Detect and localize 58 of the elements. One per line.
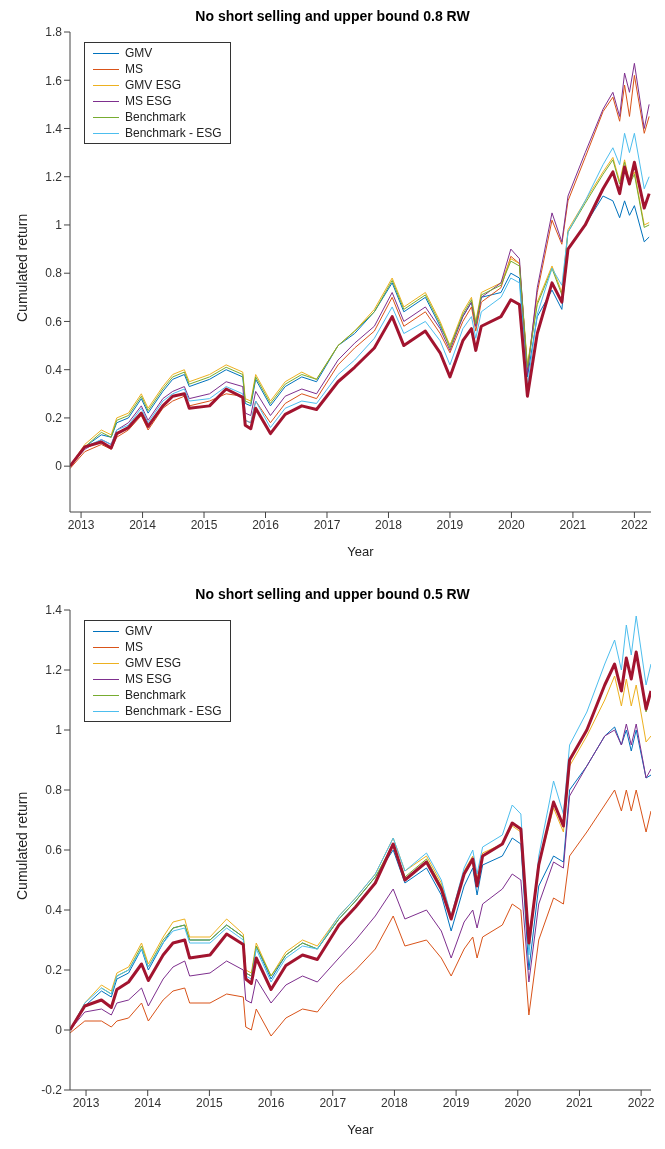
x-tick-label: 2020 — [504, 1095, 532, 1110]
legend-label: MS — [125, 62, 143, 76]
y-tick-label: 0.2 — [45, 963, 63, 978]
y-tick-label: 1 — [55, 723, 63, 738]
y-tick-label: 0.8 — [45, 266, 63, 281]
x-tick-label: 2013 — [72, 1095, 100, 1110]
x-tick-label: 2021 — [559, 517, 587, 532]
x-tick-label: 2015 — [196, 1095, 224, 1110]
y-tick-label: 0.6 — [45, 314, 63, 329]
y-axis-title: Cumulated return — [13, 213, 30, 322]
y-tick-label: 1.4 — [45, 121, 63, 136]
chart-title: No short selling and upper bound 0.5 RW — [194, 586, 471, 604]
y-tick-label: 1.6 — [45, 73, 63, 88]
x-tick-label: 2022 — [621, 517, 649, 532]
line-series — [70, 789, 651, 1037]
x-tick-label: 2014 — [129, 517, 157, 532]
x-tick-label: 2015 — [190, 517, 218, 532]
x-tick-label: 2017 — [319, 1095, 347, 1110]
y-tick-label: 0 — [55, 459, 63, 474]
y-axis-title: Cumulated return — [13, 791, 30, 900]
y-tick-label: 0.2 — [45, 411, 63, 426]
y-tick-label: 1.2 — [45, 169, 63, 184]
legend-label: GMV — [125, 46, 153, 60]
legend-label: Benchmark — [125, 688, 186, 702]
y-tick-label: -0.2 — [41, 1083, 63, 1098]
x-tick-label: 2017 — [313, 517, 341, 532]
x-tick-label: 2016 — [257, 1095, 285, 1110]
x-axis-title: Year — [347, 544, 375, 559]
y-tick-label: 1.4 — [45, 603, 63, 618]
x-tick-label: 2021 — [566, 1095, 594, 1110]
y-tick-label: 0.6 — [45, 843, 63, 858]
legend-label: MS — [125, 640, 143, 654]
y-tick-label: 0.4 — [45, 903, 63, 918]
legend-label: GMV — [125, 624, 153, 638]
x-tick-label: 2022 — [627, 1095, 655, 1110]
x-tick-label: 2018 — [375, 517, 403, 532]
legend-label: GMV ESG — [125, 656, 182, 670]
legend-label: Benchmark — [125, 110, 186, 124]
legend-label: Benchmark - ESG — [125, 704, 222, 718]
x-tick-label: 2020 — [498, 517, 526, 532]
x-tick-label: 2013 — [67, 517, 95, 532]
x-tick-label: 2014 — [134, 1095, 162, 1110]
x-tick-label: 2019 — [436, 517, 464, 532]
legend-label: MS ESG — [125, 672, 172, 686]
x-tick-label: 2016 — [252, 517, 280, 532]
legend-label: MS ESG — [125, 94, 172, 108]
y-tick-label: 1.8 — [45, 25, 63, 40]
x-tick-label: 2019 — [442, 1095, 470, 1110]
legend-label: Benchmark - ESG — [125, 126, 222, 140]
y-tick-label: 0.4 — [45, 362, 63, 377]
x-axis-title: Year — [347, 1122, 375, 1137]
legend-label: GMV ESG — [125, 78, 182, 92]
chart-title: No short selling and upper bound 0.8 RW — [194, 8, 471, 26]
y-tick-label: 1 — [55, 218, 63, 233]
y-tick-label: 1.2 — [45, 663, 63, 678]
x-tick-label: 2018 — [381, 1095, 409, 1110]
y-tick-label: 0.8 — [45, 783, 63, 798]
y-tick-label: 0 — [55, 1023, 63, 1038]
